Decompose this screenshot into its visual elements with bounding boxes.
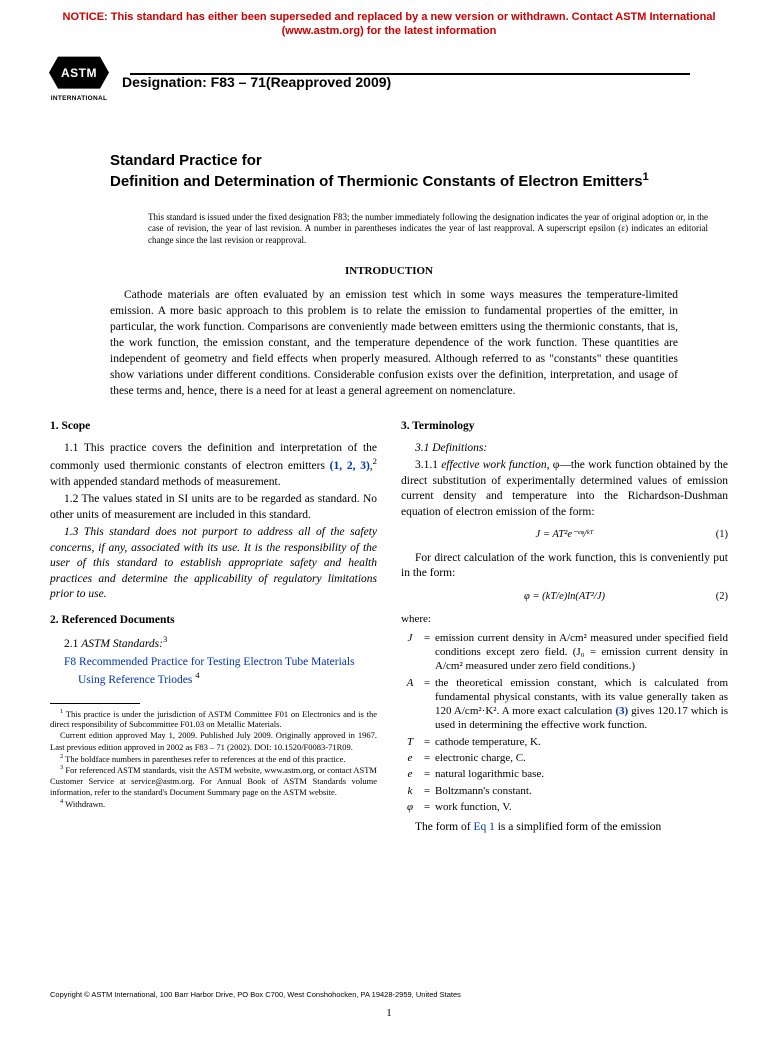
where-def: cathode temperature, K.: [435, 735, 728, 749]
where-def: Boltzmann's constant.: [435, 784, 728, 798]
where-symbol: T: [401, 735, 419, 749]
where-row: A=the theoretical emission constant, whi…: [401, 676, 728, 733]
scope-heading: 1. Scope: [50, 419, 377, 435]
page-number: 1: [386, 1007, 392, 1019]
scope-p1: 1.1 This practice covers the definition …: [50, 441, 377, 490]
where-row: e=natural logarithmic base.: [401, 767, 728, 781]
where-symbol: k: [401, 784, 419, 798]
where-list: J=emission current density in A/cm² meas…: [401, 631, 728, 815]
where-row: T=cathode temperature, K.: [401, 735, 728, 749]
eq-ref-link[interactable]: Eq 1: [473, 821, 494, 833]
eff-wf-def: 3.1.1 effective work function, φ—the wor…: [401, 458, 728, 520]
header: ASTM INTERNATIONAL Designation: F83 – 71…: [0, 43, 778, 111]
title-block: Standard Practice for Definition and Det…: [0, 111, 778, 202]
equation-1: J = AT²e⁻ᵉᵠ/ᵏᵀ(1): [401, 528, 728, 542]
where-row: φ=work function, V.: [401, 800, 728, 814]
right-column: 3. Terminology 3.1 Definitions: 3.1.1 ef…: [401, 419, 728, 837]
where-symbol: e: [401, 751, 419, 765]
scope-p3: 1.3 This standard does not purport to ad…: [50, 525, 377, 603]
title-sup: 1: [643, 171, 649, 183]
where-row: k=Boltzmann's constant.: [401, 784, 728, 798]
footnote-1b: Current edition approved May 1, 2009. Pu…: [50, 730, 377, 752]
refdocs-p1: 2.1 ASTM Standards:3: [50, 634, 377, 652]
where-symbol: e: [401, 767, 419, 781]
eq1-followup: For direct calculation of the work funct…: [401, 551, 728, 582]
eq1-form-note: The form of Eq 1 is a simplified form of…: [401, 820, 728, 836]
introduction-text: Cathode materials are often evaluated by…: [0, 287, 778, 400]
astm-logo: ASTM INTERNATIONAL: [48, 53, 110, 111]
left-column: 1. Scope 1.1 This practice covers the de…: [50, 419, 377, 837]
equation-2: φ = (kT/e)ln(AT²/J)(2): [401, 590, 728, 604]
logo-abbr: ASTM: [61, 66, 97, 80]
where-symbol: φ: [401, 800, 419, 814]
where-row: J=emission current density in A/cm² meas…: [401, 631, 728, 674]
footnote-4: 4 Withdrawn.: [50, 798, 377, 810]
logo-label: INTERNATIONAL: [48, 95, 110, 102]
footnote-1: 1 This practice is under the jurisdictio…: [50, 708, 377, 731]
introduction-heading: INTRODUCTION: [0, 265, 778, 277]
footnote-rule: [50, 703, 140, 704]
scope-p2: 1.2 The values stated in SI units are to…: [50, 492, 377, 523]
where-def: emission current density in A/cm² measur…: [435, 631, 728, 674]
copyright: Copyright © ASTM International, 100 Barr…: [50, 990, 461, 999]
title-main: Definition and Determination of Thermion…: [110, 173, 643, 190]
notice-banner: NOTICE: This standard has either been su…: [0, 0, 778, 43]
where-def: the theoretical emission constant, which…: [435, 676, 728, 733]
header-rule: [130, 73, 690, 75]
issue-note: This standard is issued under the fixed …: [0, 202, 778, 247]
where-row: e=electronic charge, C.: [401, 751, 728, 765]
where-symbol: J: [401, 631, 419, 674]
where-label: where:: [401, 612, 728, 627]
title-lead: Standard Practice for: [110, 152, 262, 169]
body-columns: 1. Scope 1.1 This practice covers the de…: [0, 399, 778, 837]
refdocs-heading: 2. Referenced Documents: [50, 613, 377, 629]
where-def: natural logarithmic base.: [435, 767, 728, 781]
footnote-3: 3 For referenced ASTM standards, visit t…: [50, 764, 377, 798]
where-symbol: A: [401, 676, 419, 733]
definitions-label: 3.1 Definitions:: [401, 441, 728, 457]
footnote-2: 2 The boldface numbers in parentheses re…: [50, 753, 377, 765]
where-def: electronic charge, C.: [435, 751, 728, 765]
terminology-heading: 3. Terminology: [401, 419, 728, 435]
designation: Designation: F83 – 71(Reapproved 2009): [122, 74, 682, 90]
refdocs-ref[interactable]: F8 Recommended Practice for Testing Elec…: [78, 655, 377, 689]
ref-link[interactable]: (1, 2, 3): [330, 460, 370, 472]
where-def: work function, V.: [435, 800, 728, 814]
